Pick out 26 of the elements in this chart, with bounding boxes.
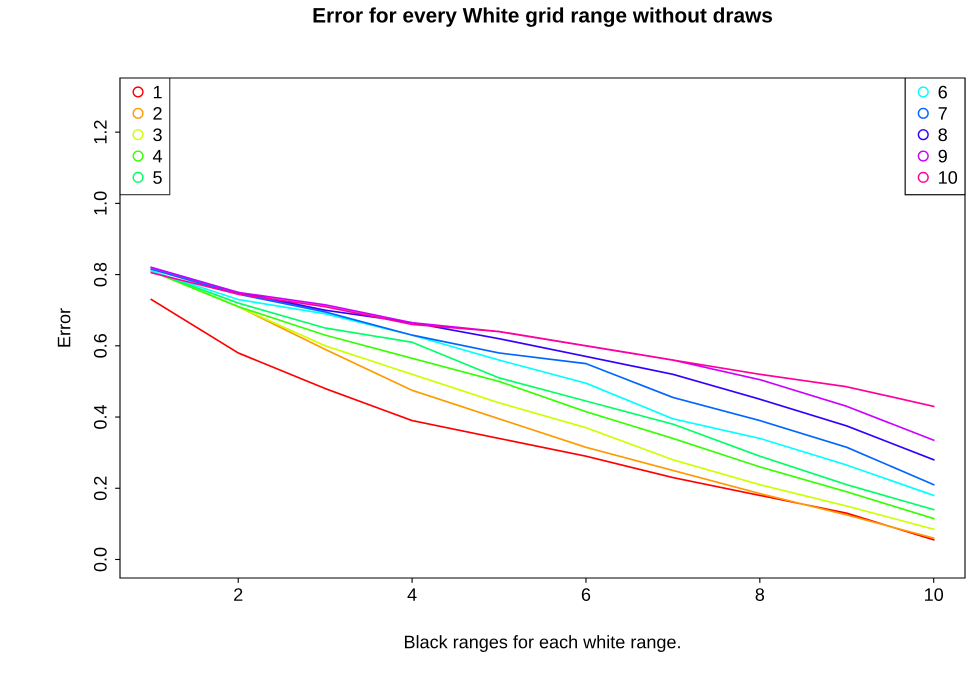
legend-label: 2 — [153, 107, 162, 120]
legend-label: 4 — [152, 150, 162, 162]
y-tick-label: 0.0 — [94, 548, 107, 572]
y-tick-label: 0.8 — [94, 262, 107, 286]
y-tick-label: 0.4 — [94, 405, 107, 429]
x-tick-label: 10 — [925, 588, 944, 601]
line-series — [150, 272, 935, 408]
legend-label: 5 — [153, 171, 162, 184]
x-tick-label: 8 — [756, 588, 764, 601]
y-tick-label: 1.2 — [94, 120, 107, 144]
x-axis-title: Black ranges for each white range. — [404, 635, 680, 652]
y-tick-label: 0.6 — [94, 334, 107, 358]
legend-label: 3 — [153, 128, 162, 142]
y-tick-label: 1.0 — [94, 192, 107, 215]
legend-label: 6 — [938, 86, 947, 98]
x-tick-label: 6 — [582, 588, 590, 601]
legend-label: 7 — [938, 107, 947, 120]
legend-label: 1 — [154, 86, 162, 98]
legend-label: 9 — [938, 150, 947, 163]
chart-title: Error for every White grid range without draws — [314, 7, 772, 27]
legend-label: 8 — [938, 128, 947, 142]
y-axis-title: Error — [58, 308, 70, 347]
x-tick-label: 4 — [407, 588, 417, 601]
y-tick-label: 0.2 — [94, 476, 107, 500]
legend-label: 10 — [939, 171, 958, 184]
x-tick-label: 2 — [234, 588, 242, 601]
